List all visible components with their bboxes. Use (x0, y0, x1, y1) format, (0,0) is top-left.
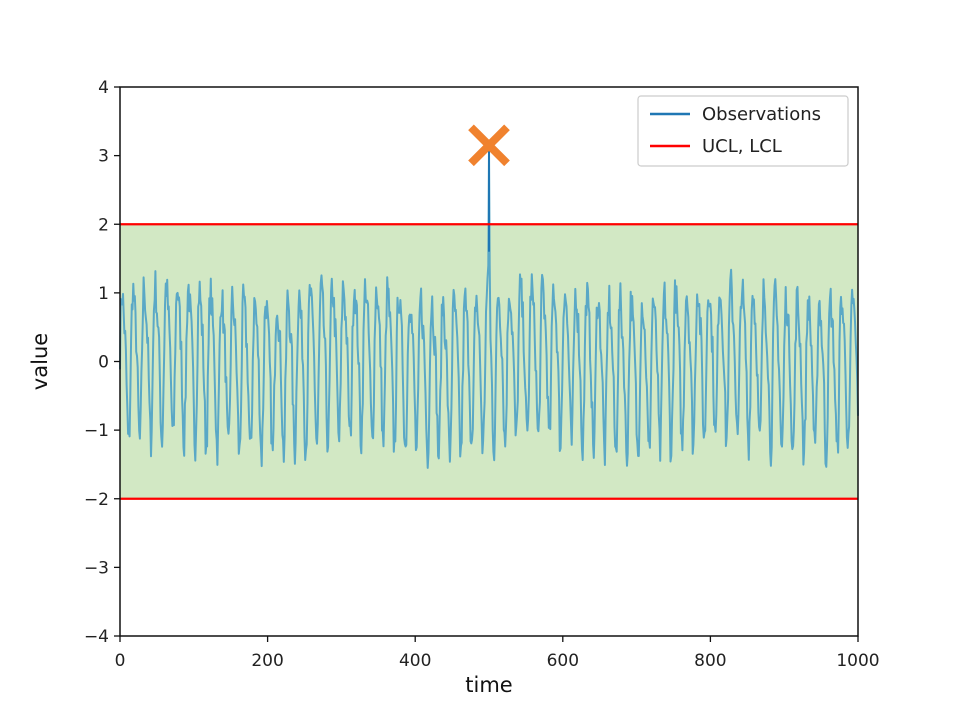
x-axis: 0 200 400 600 800 1000 (115, 636, 880, 671)
y-tick-label: 0 (98, 353, 109, 373)
legend: Observations UCL, LCL (637, 95, 849, 167)
x-tick-label: 0 (115, 651, 126, 671)
y-tick-label: −2 (84, 490, 109, 510)
anomaly-marker (468, 124, 510, 167)
anomaly-marker-stroke-2 (468, 124, 510, 167)
y-axis: −4 −3 −2 −1 0 1 2 3 4 (84, 78, 120, 647)
x-tick-label: 1000 (836, 651, 879, 671)
y-tick-label: 2 (98, 215, 109, 235)
y-axis-label: value (28, 333, 52, 390)
x-tick-label: 400 (399, 651, 431, 671)
y-tick-label: 3 (98, 147, 109, 167)
x-tick-label: 600 (547, 651, 579, 671)
x-tick-label: 200 (251, 651, 283, 671)
y-tick-label: −4 (84, 627, 109, 647)
y-tick-label: −3 (84, 558, 109, 578)
x-tick-label: 800 (694, 651, 726, 671)
y-tick-label: −1 (84, 421, 109, 441)
x-axis-label: time (465, 673, 512, 697)
legend-box (637, 95, 849, 167)
y-tick-label: 4 (98, 78, 109, 98)
legend-label-limits: UCL, LCL (702, 136, 782, 157)
legend-label-observations: Observations (702, 104, 821, 125)
y-tick-label: 1 (98, 284, 109, 304)
